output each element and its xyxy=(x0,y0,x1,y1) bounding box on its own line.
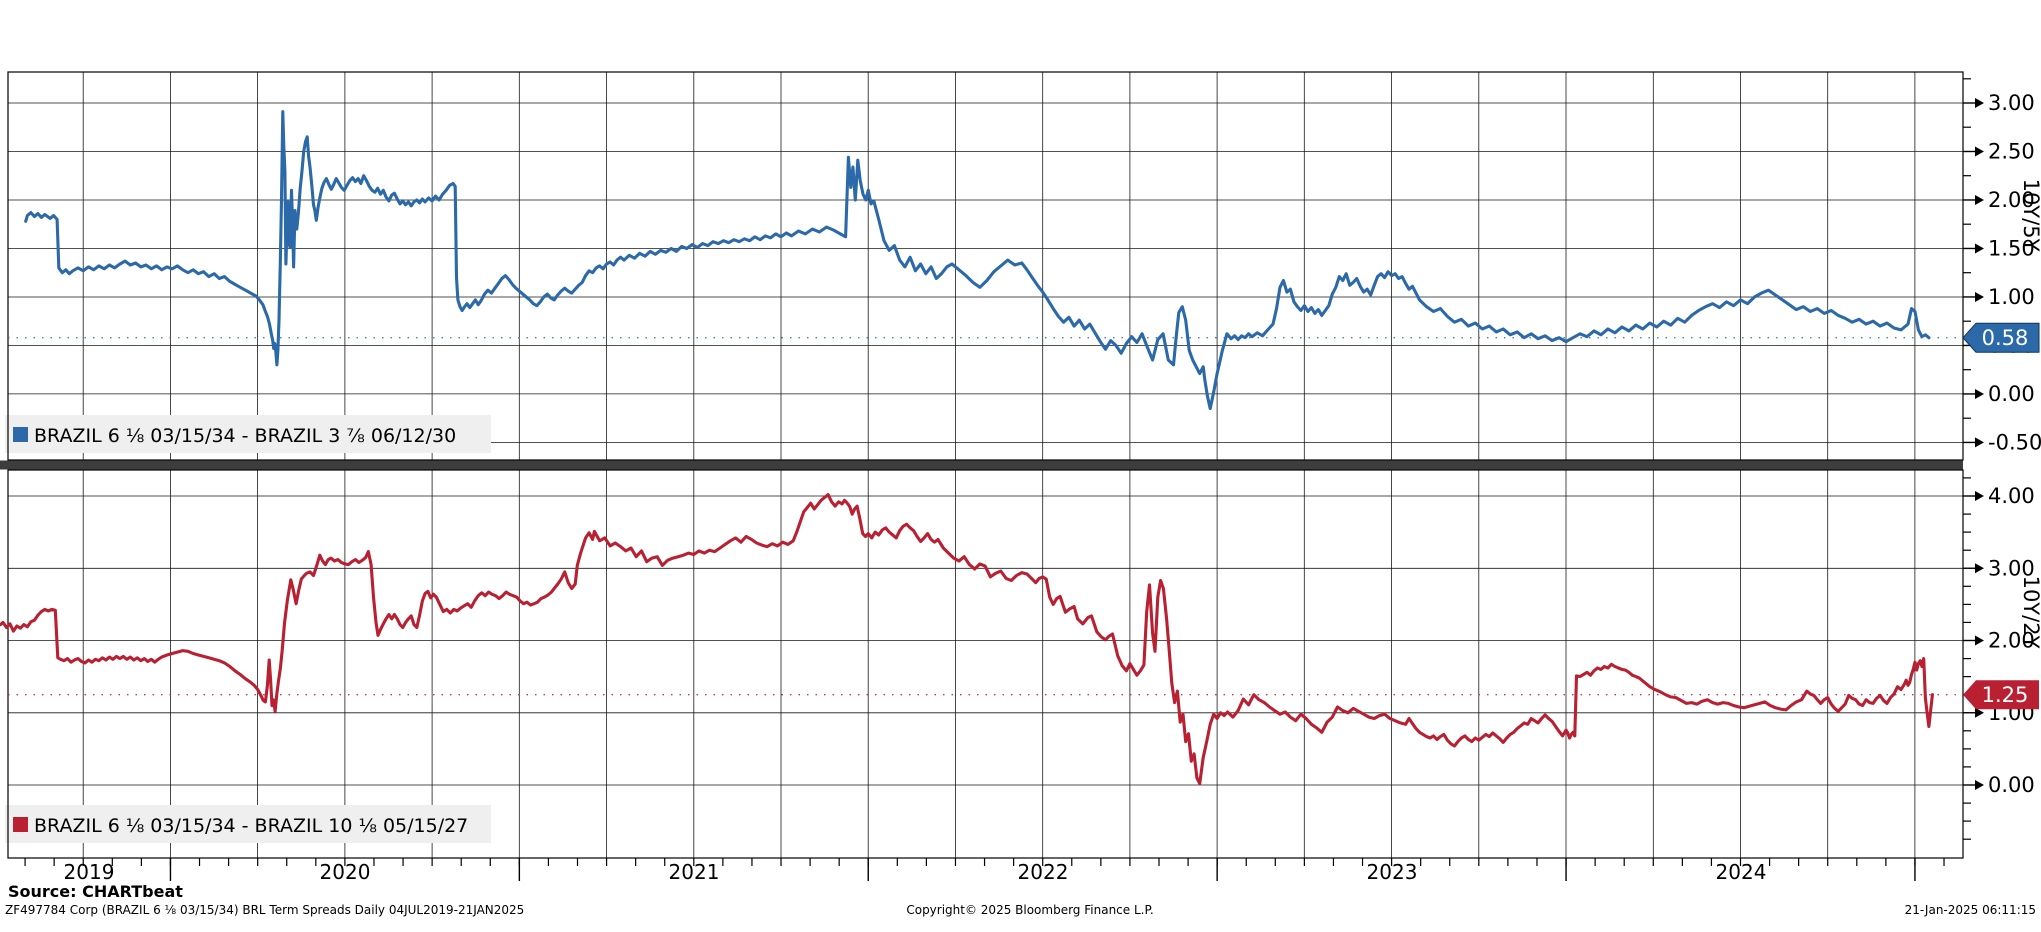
legend-box xyxy=(5,805,491,843)
last-value-badge xyxy=(1962,322,2040,353)
ytick-label: 0.00 xyxy=(1988,382,2035,406)
year-label: 2022 xyxy=(1018,860,1069,884)
panel-separator xyxy=(0,460,1963,470)
ytick-arrow-icon xyxy=(1975,707,1984,718)
year-label: 2020 xyxy=(320,860,371,884)
y-axis-title: 10Y/2Y xyxy=(2019,576,2041,649)
ytick-label: 3.00 xyxy=(1988,556,2035,580)
ytick-arrow-icon xyxy=(1975,388,1984,399)
year-label: 2019 xyxy=(64,860,115,884)
ytick-label: 2.00 xyxy=(1988,188,2035,212)
ytick-arrow-icon xyxy=(1975,194,1984,205)
last-value-label: 1.25 xyxy=(1982,683,2029,707)
x-axis xyxy=(24,858,1945,881)
legend-box xyxy=(5,415,491,453)
panel-frame xyxy=(7,71,1964,461)
series-line-10y-2y xyxy=(0,493,1934,786)
ytick-label: 1.50 xyxy=(1988,236,2035,260)
ytick-label: -0.50 xyxy=(1988,430,2041,454)
ytick-label: 0.00 xyxy=(1988,773,2035,797)
y-axis-title: 10Y/5Y xyxy=(2019,179,2041,252)
ytick-label: 2.00 xyxy=(1988,629,2035,653)
ytick-label: 4.00 xyxy=(1988,484,2035,508)
ytick-arrow-icon xyxy=(1975,243,1984,254)
last-value-badge xyxy=(1963,680,2039,710)
ytick-label: 1.00 xyxy=(1988,285,2035,309)
panel-frame xyxy=(7,469,1964,859)
ytick-arrow-icon xyxy=(1975,780,1984,790)
series-line-10y-5y xyxy=(24,110,1931,411)
ytick-arrow-icon xyxy=(1975,146,1984,157)
ytick-label: 3.00 xyxy=(1988,91,2035,115)
source-label: Source: CHARTbeat xyxy=(8,882,183,901)
legend-label: BRAZIL 6 ⅛ 03/15/34 - BRAZIL 10 ⅛ 05/15/… xyxy=(34,815,468,837)
year-label: 2021 xyxy=(669,860,720,884)
year-label: 2024 xyxy=(1716,860,1767,884)
ytick-arrow-icon xyxy=(1975,563,1984,574)
ytick-arrow-icon xyxy=(1975,291,1984,302)
ytick-arrow-icon xyxy=(1975,437,1984,448)
security-meta: ZF497784 Corp (BRAZIL 6 ⅛ 03/15/34) BRL … xyxy=(5,903,525,917)
copyright-label: Copyright© 2025 Bloomberg Finance L.P. xyxy=(906,903,1154,917)
last-value-label: 0.58 xyxy=(1982,326,2029,350)
ytick-arrow-icon xyxy=(1975,635,1984,646)
legend-swatch-icon xyxy=(13,427,28,442)
year-label: 2023 xyxy=(1367,860,1418,884)
legend-label: BRAZIL 6 ⅛ 03/15/34 - BRAZIL 3 ⅞ 06/12/3… xyxy=(34,425,456,447)
ytick-arrow-icon xyxy=(1975,491,1984,501)
timestamp-label: 21-Jan-2025 06:11:15 xyxy=(1904,903,2036,917)
legend-swatch-icon xyxy=(13,817,28,832)
ytick-label: 2.50 xyxy=(1988,139,2035,163)
ytick-arrow-icon xyxy=(1975,98,1984,108)
